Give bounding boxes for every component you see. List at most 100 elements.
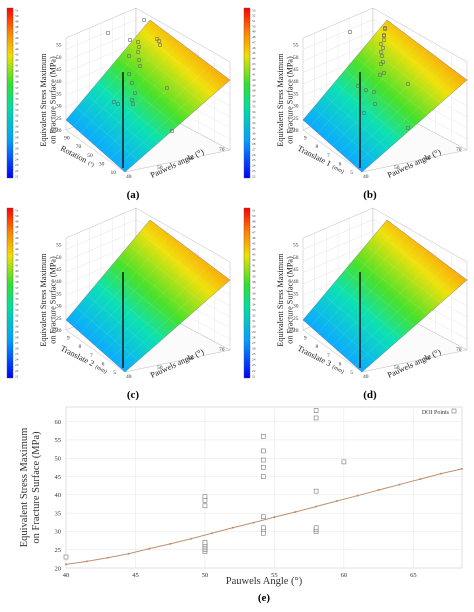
doi-point-marker (136, 40, 140, 44)
doi-point-marker (136, 50, 140, 54)
doi-point (202, 494, 208, 499)
doi-point-marker (348, 30, 352, 34)
surface-mesh-line (95, 49, 191, 147)
surface-mesh-line (139, 32, 217, 92)
doi-point-marker (130, 98, 134, 102)
scatter-chart-e: 20 25 30 35 40 45 50 55 60 40 45 50 55 60 65 DOI Points… (19, 406, 463, 604)
z-axis-title: Equivalent Stress Maximumon Fracture Sur… (39, 53, 58, 147)
doi-point-marker (157, 39, 161, 43)
z-tick-label: 20 (293, 128, 299, 134)
colorbar-tick-label: 53 (252, 8, 256, 12)
doi-point-marker (381, 46, 385, 50)
doi-point-marker (364, 88, 368, 92)
surface-mesh-line (376, 32, 454, 92)
trend-line-marker (127, 552, 130, 555)
colorbar-tick-label: 26 (15, 147, 19, 151)
colorbar-tick-label: 37 (15, 286, 19, 290)
colorbar-tick-label: 24 (252, 358, 256, 362)
surface-mesh-line (76, 307, 139, 361)
trend-line-marker (377, 489, 380, 492)
x-tick-label: 60 (425, 156, 431, 162)
z-axis-title-line1: Equivalent Stress Maximum (39, 53, 48, 147)
y-tick-label: 10 (53, 327, 59, 333)
trend-line-marker (252, 521, 255, 524)
surface-mesh-line (354, 72, 458, 166)
doi-point-marker (155, 37, 159, 41)
y-tick-label: 7 (90, 353, 93, 359)
z-tick-label: 25 (56, 116, 62, 122)
colorbar-tick-label: 33 (252, 115, 256, 119)
trend-line-marker (419, 478, 422, 481)
doi-point-marker (406, 126, 410, 130)
colorbar-tick-label: 41 (252, 264, 256, 268)
colorbar-tick-label: 50 (252, 214, 256, 218)
colorbar-tick-label: 33 (252, 308, 256, 312)
z-tick-label: 45 (56, 67, 62, 73)
z-axis-title-line2: on Fracture Surface (MPa) (286, 56, 295, 144)
doi-point-marker (380, 54, 384, 58)
surface-mesh-line (310, 227, 398, 327)
doi-point (202, 503, 208, 509)
surface-mesh-line (344, 69, 415, 127)
doi-point (261, 433, 266, 439)
colorbar-tick-label: 51 (252, 208, 256, 212)
colorbar-tick-label: 24 (15, 158, 19, 162)
colorbar-tick-label: 34 (252, 110, 256, 114)
y-tick-label: 10 (290, 327, 296, 333)
colorbar-tick-label: 33 (15, 108, 19, 112)
colorbar-tick-label: 50 (15, 214, 19, 218)
doi-point (261, 448, 266, 454)
y-axis-title: Equivalent Stress Maximumon Fracture Sur… (19, 428, 42, 548)
colorbar (243, 7, 251, 179)
y-axis-title-line: on Fracture Surface (MPa) (31, 431, 42, 544)
trend-line-marker (294, 511, 297, 514)
colorbar-tick-label: 40 (15, 269, 19, 273)
z-tick-label: 45 (293, 267, 299, 273)
trend-line-marker (335, 500, 338, 503)
colorbar-tick-label: 29 (15, 130, 19, 134)
y-tick-label: 30 (55, 529, 62, 536)
doi-point-marker (379, 50, 383, 54)
doi-point (261, 457, 266, 463)
colorbar-tick-label: 36 (252, 99, 256, 103)
x-tick-label: 70 (456, 147, 462, 153)
colorbar-tick-label: 21 (15, 174, 19, 178)
surface-mesh-line (313, 307, 376, 361)
y-tick-label: 8 (78, 344, 81, 350)
surface-mesh-line (139, 232, 217, 292)
y-tick-label: 25 (55, 547, 62, 554)
colorbar-tick-label: 27 (252, 341, 256, 345)
colorbar-tick-label: 49 (252, 219, 256, 223)
z-axis-title: Equivalent Stress Maximumon Fracture Sur… (276, 53, 295, 147)
doi-point-marker (378, 73, 382, 77)
colorbar-tick-label: 47 (252, 230, 256, 234)
y-axis-label-unit: (mm) (331, 363, 345, 375)
y-tick-label: 10 (290, 127, 296, 133)
colorbar-tick-label: 46 (252, 236, 256, 240)
x-tick-label: 50 (202, 572, 209, 579)
doi-point-marker (131, 102, 135, 106)
colorbar-tick-label: 51 (15, 8, 19, 12)
colorbar-tick-label: 23 (252, 169, 256, 173)
colorbar-tick-label: 36 (252, 291, 256, 295)
doi-point-marker (158, 43, 162, 47)
surface-panel-c: 5150494847464544434241403938373635343332… (6, 207, 231, 401)
colorbar-tick-label: 31 (15, 119, 19, 123)
colorbar-tick-label: 41 (252, 73, 256, 77)
trend-line-marker (148, 547, 151, 550)
z-tick-label: 25 (293, 316, 299, 322)
colorbar-tick-label: 45 (15, 42, 19, 46)
colorbar-tick-label: 47 (15, 230, 19, 234)
doi-point-marker (137, 58, 141, 62)
surface-mesh-line (117, 272, 221, 366)
colorbar-tick-label: 31 (252, 126, 256, 130)
legend-marker (451, 408, 457, 414)
colorbar-tick-label: 35 (252, 297, 256, 301)
colorbar-tick-label: 38 (252, 89, 256, 93)
trend-line-marker (273, 516, 276, 519)
doi-point (261, 525, 266, 531)
x-tick-label: 45 (132, 572, 139, 579)
response-surface (65, 19, 231, 173)
surface-mesh-line (117, 72, 221, 166)
trend-line-marker (65, 563, 67, 566)
